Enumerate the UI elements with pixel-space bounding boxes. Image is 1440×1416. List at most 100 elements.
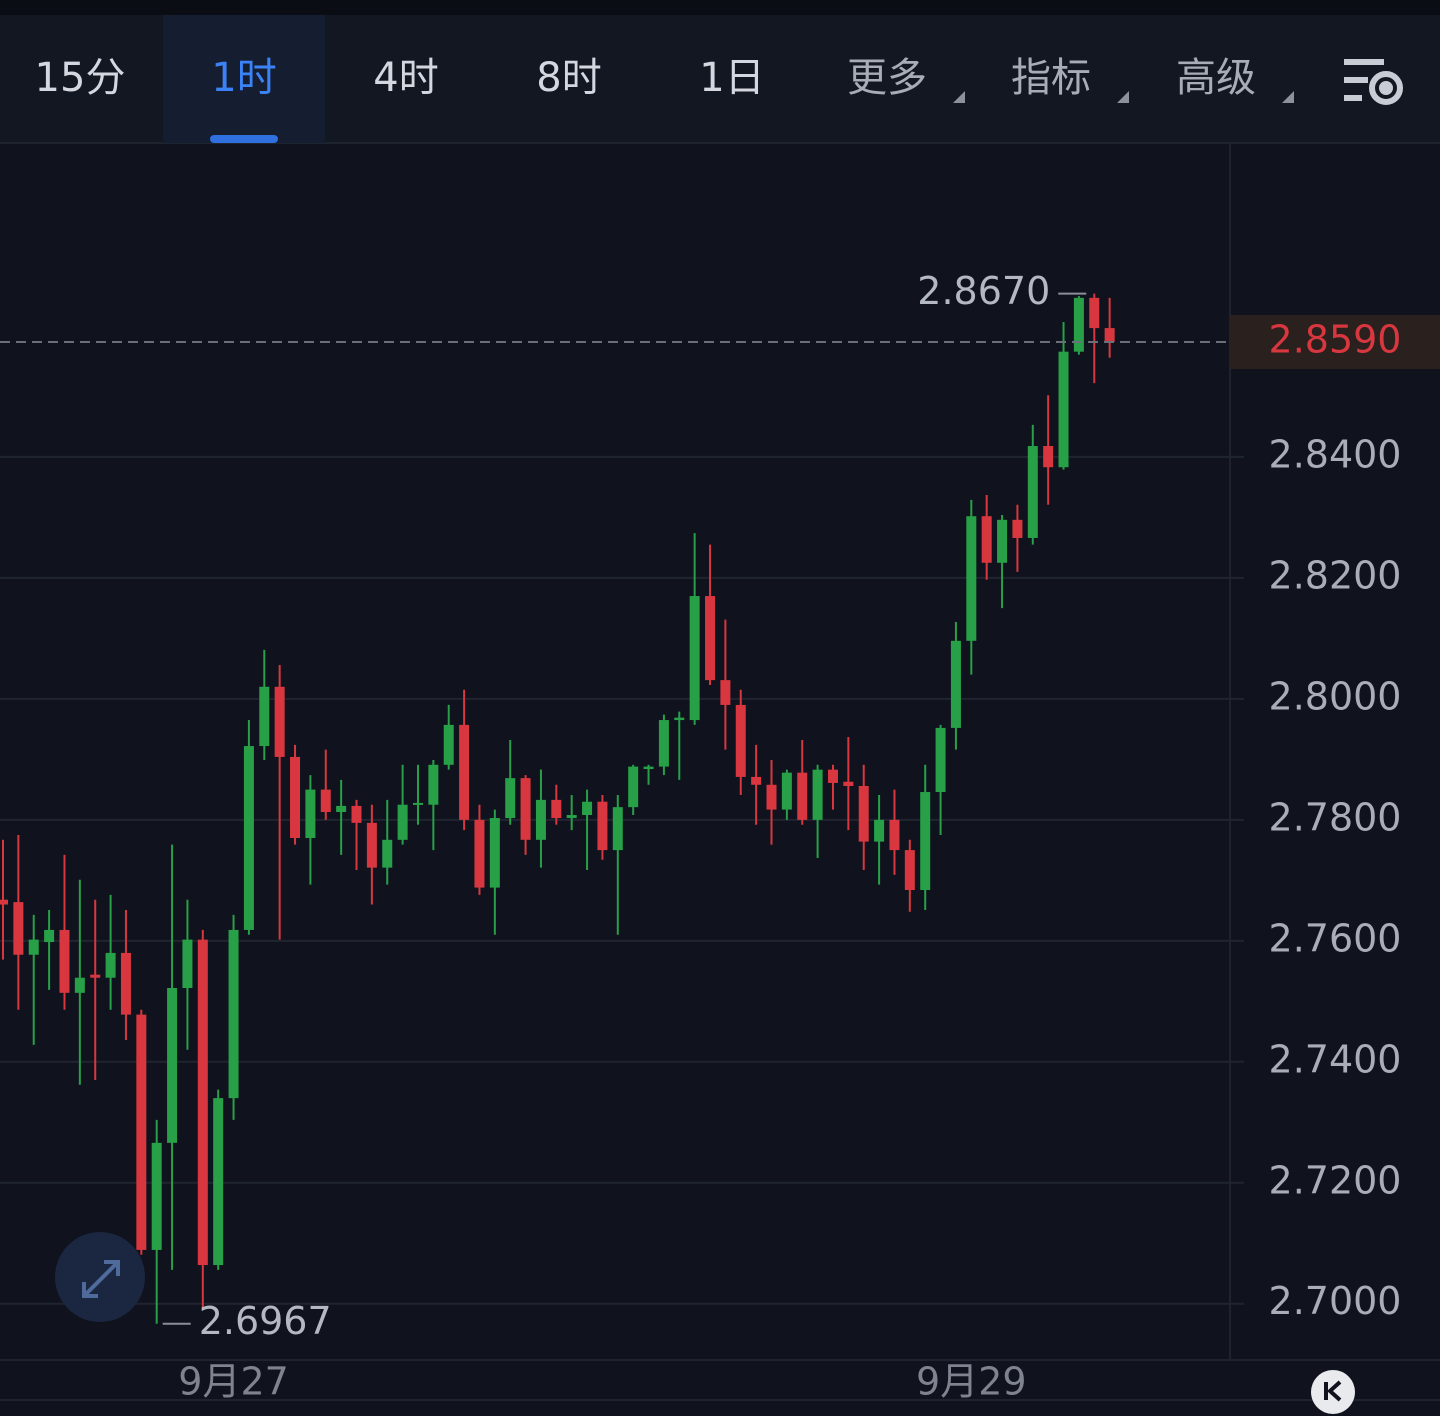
candle-body: [981, 516, 992, 563]
candle-body: [182, 939, 193, 989]
candle-body: [628, 766, 639, 808]
candle-body: [1058, 351, 1069, 468]
candle-body: [827, 769, 838, 783]
candle-body: [320, 789, 331, 812]
y-tick-label: 2.7400: [1269, 1037, 1402, 1081]
candle-body: [443, 724, 454, 765]
tab[interactable]: 指标: [1011, 55, 1091, 101]
expand-button[interactable]: [55, 1232, 145, 1322]
candle-body: [766, 784, 777, 810]
candle-body: [597, 801, 608, 851]
y-tick-label: 2.7000: [1269, 1279, 1402, 1323]
settings-icon[interactable]: [1344, 59, 1403, 105]
candle-body: [797, 772, 808, 820]
candle-body: [689, 596, 700, 721]
max-label: 2.8670: [917, 269, 1050, 313]
candle-body: [674, 717, 685, 721]
candle-body: [13, 902, 24, 955]
candle-body: [720, 680, 731, 705]
candle-body: [904, 850, 915, 891]
tab[interactable]: 高级: [1176, 55, 1256, 101]
dropdown-caret: [1117, 91, 1129, 103]
dropdown-caret: [953, 91, 965, 103]
candle-body: [259, 686, 270, 747]
candle-body: [474, 819, 485, 888]
candle-body: [489, 818, 500, 888]
tab[interactable]: 1日: [699, 55, 764, 101]
candle-body: [213, 1098, 224, 1266]
y-tick-label: 2.8000: [1269, 674, 1402, 718]
plot: 2.7000 2.7200 2.7400 2.7600 2.7800 2.8000 2.82…: [0, 269, 1440, 1404]
candle-body: [366, 822, 377, 868]
candle-body: [351, 805, 362, 823]
candle-body: [1104, 328, 1115, 343]
candle-body: [874, 819, 885, 842]
tab[interactable]: 8时: [536, 55, 601, 101]
candle-body: [735, 704, 746, 777]
y-tick-label: 2.8400: [1269, 432, 1402, 476]
candle-body: [658, 720, 669, 767]
candle-body: [336, 805, 347, 812]
candle-body: [889, 819, 900, 851]
min-label: 2.6967: [199, 1299, 332, 1343]
dropdown-caret: [1282, 91, 1294, 103]
y-tick-label: 2.7800: [1269, 795, 1402, 839]
candle-body: [120, 952, 131, 1015]
candle-body: [566, 815, 577, 819]
tabs: 15分 1时 4时 8时 1日 更多 指标 高级: [35, 15, 1294, 143]
x-tick-label: 9月27: [178, 1360, 289, 1404]
candle-body: [305, 789, 316, 838]
y-tick-label: 2.7600: [1269, 916, 1402, 960]
tab[interactable]: 1时: [211, 55, 276, 101]
candle-body: [28, 939, 39, 955]
candle-body: [612, 807, 623, 851]
candle-body: [197, 939, 208, 1266]
candle-body: [90, 974, 101, 978]
tab[interactable]: 15分: [35, 55, 126, 101]
candle-body: [781, 772, 792, 810]
candle-body: [0, 899, 8, 905]
candle-body: [551, 799, 562, 819]
candle-body: [167, 988, 178, 1143]
tab[interactable]: 4时: [373, 55, 438, 101]
active-tab-bg: [163, 15, 325, 143]
candle-body: [535, 799, 546, 840]
candle-body: [428, 764, 439, 805]
candle-body: [228, 929, 239, 1099]
candle-body: [812, 769, 823, 820]
candle-body: [151, 1142, 162, 1250]
candle-body: [997, 519, 1008, 563]
candle-body: [705, 596, 716, 681]
candle-body: [136, 1014, 147, 1250]
y-tick-label: 2.7200: [1269, 1158, 1402, 1202]
candle-body: [459, 724, 470, 820]
candle-body: [520, 778, 531, 840]
candle-body: [1043, 446, 1054, 468]
candle-body: [44, 929, 55, 943]
candle-body: [950, 640, 961, 728]
candle-body: [274, 686, 285, 757]
candle-body: [505, 778, 516, 819]
candle-body: [59, 929, 70, 993]
y-tick-label: 2.8200: [1269, 553, 1402, 597]
x-tick-label: 9月29: [916, 1360, 1027, 1404]
tab[interactable]: 更多: [847, 55, 927, 101]
candle-body: [643, 766, 654, 770]
candle-body: [843, 781, 854, 786]
active-tab-indicator: [210, 135, 278, 143]
candle-body: [858, 785, 869, 842]
candle-body: [397, 804, 408, 840]
candle-body: [582, 801, 593, 816]
candle-body: [105, 952, 116, 978]
candle-body: [243, 746, 254, 930]
scroll-latest-button[interactable]: [1311, 1370, 1355, 1414]
candle-body: [74, 977, 85, 993]
candle-body: [1089, 297, 1100, 329]
candle-body: [751, 776, 762, 785]
candle-body: [290, 756, 301, 838]
candle-body: [382, 839, 393, 868]
candle-body: [935, 727, 946, 793]
last-price-label: 2.8590: [1269, 318, 1402, 362]
